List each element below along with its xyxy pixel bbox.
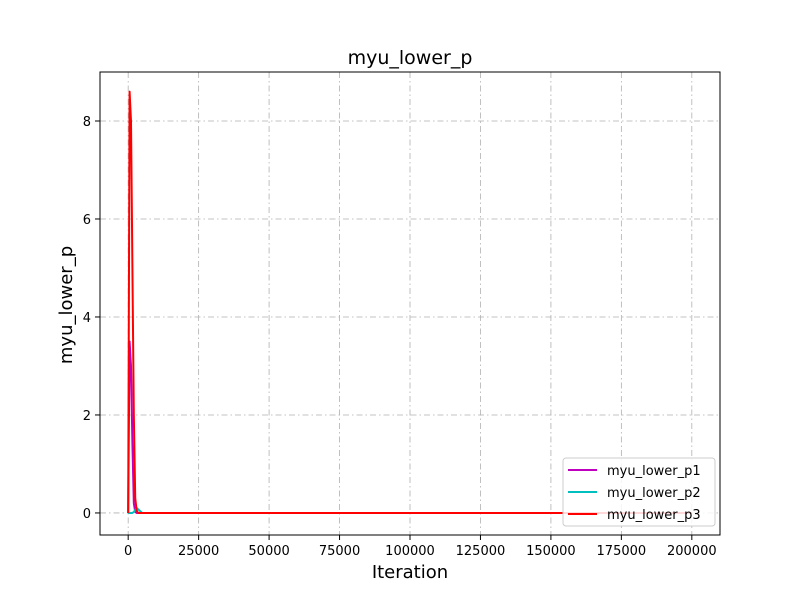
y-tick-label: 6 (83, 213, 91, 228)
legend-label: myu_lower_p2 (607, 486, 701, 501)
y-axis-title: myu_lower_p (56, 246, 77, 364)
legend-label: myu_lower_p3 (607, 508, 701, 523)
x-tick-label: 0 (124, 544, 132, 559)
x-tick-label: 175000 (597, 544, 647, 559)
series-line-myu_lower_p2 (128, 507, 692, 514)
y-tick-label: 8 (83, 115, 91, 130)
chart-title: myu_lower_p (348, 47, 473, 69)
series-lines (127, 90, 692, 514)
legend-box (562, 457, 716, 527)
y-tick-label: 2 (83, 409, 91, 424)
x-tick-label: 100000 (385, 544, 435, 559)
axis-ticks: 0 25000 50000 75000 100000 125000 150000 175000… (83, 115, 717, 559)
legend: myu_lower_p1 myu_lower_p2 myu_lower_p3 (562, 457, 716, 527)
y-tick-label: 4 (83, 311, 91, 326)
y-tick-label: 0 (83, 507, 91, 522)
x-tick-label: 125000 (456, 544, 506, 559)
series-line-myu_lower_p3 (127, 90, 692, 514)
x-tick-label: 150000 (526, 544, 576, 559)
x-tick-label: 75000 (319, 544, 360, 559)
x-axis-title: Iteration (372, 562, 448, 583)
x-tick-label: 50000 (248, 544, 289, 559)
legend-label: myu_lower_p1 (607, 464, 701, 479)
x-tick-label: 200000 (667, 544, 717, 559)
x-tick-label: 25000 (178, 544, 219, 559)
